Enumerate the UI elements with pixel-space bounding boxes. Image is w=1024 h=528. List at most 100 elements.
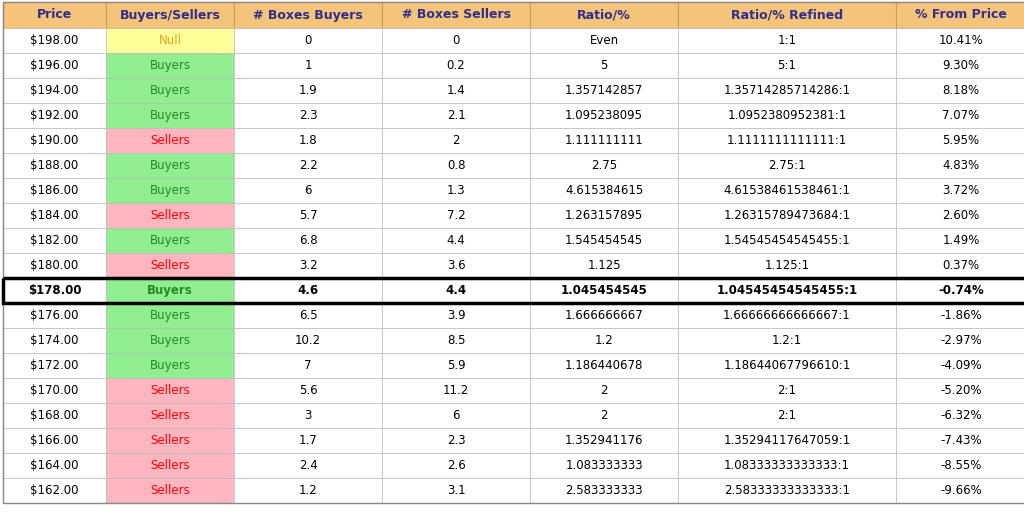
Text: $190.00: $190.00 [31, 134, 79, 147]
Bar [896, 128, 1024, 153]
Text: 1.54545454545455:1: 1.54545454545455:1 [724, 234, 850, 247]
Text: 6: 6 [453, 409, 460, 422]
Bar [382, 28, 530, 53]
Bar [382, 103, 530, 128]
Text: 1.9: 1.9 [299, 84, 317, 97]
Bar [3, 228, 106, 253]
Bar [896, 453, 1024, 478]
Bar [678, 128, 896, 153]
Bar [106, 2, 234, 28]
Bar [106, 328, 234, 353]
Text: 11.2: 11.2 [442, 384, 469, 397]
Bar [234, 153, 382, 178]
Text: 10.41%: 10.41% [939, 34, 983, 47]
Bar [678, 28, 896, 53]
Text: Sellers: Sellers [151, 259, 189, 272]
Bar [234, 228, 382, 253]
Text: 2: 2 [453, 134, 460, 147]
Text: 2.2: 2.2 [299, 159, 317, 172]
Bar [382, 53, 530, 78]
Bar [896, 278, 1024, 303]
Bar [234, 303, 382, 328]
Bar [530, 353, 678, 378]
Bar [896, 153, 1024, 178]
Bar [234, 253, 382, 278]
Text: Buyers: Buyers [150, 184, 190, 197]
Text: 1.352941176: 1.352941176 [565, 434, 643, 447]
Bar [382, 428, 530, 453]
Text: 2: 2 [600, 409, 608, 422]
Bar [382, 178, 530, 203]
Text: 5: 5 [600, 59, 607, 72]
Bar [3, 203, 106, 228]
Bar [382, 403, 530, 428]
Bar [106, 203, 234, 228]
Text: 3.6: 3.6 [446, 259, 465, 272]
Text: 5.9: 5.9 [446, 359, 465, 372]
Bar [530, 453, 678, 478]
Bar [106, 303, 234, 328]
Text: 1.125:1: 1.125:1 [765, 259, 810, 272]
Text: 1.095238095: 1.095238095 [565, 109, 643, 122]
Text: Sellers: Sellers [151, 409, 189, 422]
Bar [530, 278, 678, 303]
Bar [234, 203, 382, 228]
Bar [3, 353, 106, 378]
Bar [678, 203, 896, 228]
Text: $172.00: $172.00 [31, 359, 79, 372]
Bar [234, 128, 382, 153]
Text: $178.00: $178.00 [28, 284, 81, 297]
Text: 3: 3 [304, 409, 311, 422]
Text: 1.3: 1.3 [446, 184, 465, 197]
Bar [530, 2, 678, 28]
Text: 2.6: 2.6 [446, 459, 465, 472]
Text: 1.35294117647059:1: 1.35294117647059:1 [723, 434, 851, 447]
Bar [896, 328, 1024, 353]
Text: 1.04545454545455:1: 1.04545454545455:1 [717, 284, 857, 297]
Text: # Boxes Sellers: # Boxes Sellers [401, 8, 511, 22]
Text: 9.30%: 9.30% [942, 59, 980, 72]
Text: Sellers: Sellers [151, 134, 189, 147]
Text: $194.00: $194.00 [31, 84, 79, 97]
Bar [896, 203, 1024, 228]
Bar [106, 103, 234, 128]
Text: # Boxes Buyers: # Boxes Buyers [253, 8, 362, 22]
Text: -2.97%: -2.97% [940, 334, 982, 347]
Text: Sellers: Sellers [151, 384, 189, 397]
Text: -7.43%: -7.43% [940, 434, 982, 447]
Text: 1.545454545: 1.545454545 [565, 234, 643, 247]
Text: 2:1: 2:1 [777, 384, 797, 397]
Bar [530, 228, 678, 253]
Text: 1: 1 [304, 59, 311, 72]
Text: -4.09%: -4.09% [940, 359, 982, 372]
Bar [3, 303, 106, 328]
Bar [106, 78, 234, 103]
Bar [382, 303, 530, 328]
Bar [678, 178, 896, 203]
Bar [896, 78, 1024, 103]
Bar [3, 128, 106, 153]
Text: Sellers: Sellers [151, 484, 189, 497]
Text: $188.00: $188.00 [31, 159, 79, 172]
Text: 2.58333333333333:1: 2.58333333333333:1 [724, 484, 850, 497]
Text: 3.9: 3.9 [446, 309, 465, 322]
Bar [530, 378, 678, 403]
Bar [3, 278, 1024, 303]
Bar [3, 2, 106, 28]
Text: 0: 0 [453, 34, 460, 47]
Bar [234, 78, 382, 103]
Text: Buyers: Buyers [150, 59, 190, 72]
Bar [678, 353, 896, 378]
Text: Buyers: Buyers [150, 109, 190, 122]
Text: 1.18644067796610:1: 1.18644067796610:1 [723, 359, 851, 372]
Bar [530, 403, 678, 428]
Text: 2.75:1: 2.75:1 [768, 159, 806, 172]
Bar [530, 303, 678, 328]
Text: 1.0952380952381:1: 1.0952380952381:1 [727, 109, 847, 122]
Text: Buyers: Buyers [150, 359, 190, 372]
Text: 2: 2 [600, 384, 608, 397]
Bar [530, 428, 678, 453]
Text: 5.7: 5.7 [299, 209, 317, 222]
Bar [896, 428, 1024, 453]
Bar [3, 403, 106, 428]
